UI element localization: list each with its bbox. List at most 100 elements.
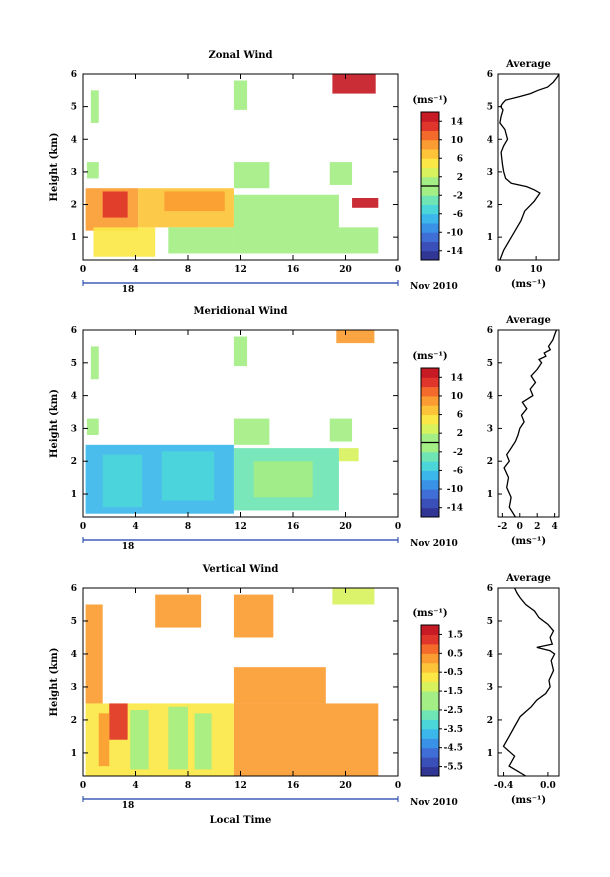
colorbar-tick-label: -0.5 — [444, 668, 463, 678]
heatmap-cell — [93, 227, 156, 257]
heatmap-cell — [102, 454, 143, 508]
colorbar-tick-label: -10 — [447, 485, 463, 495]
heatmap-cell — [130, 710, 149, 770]
heatmap-cell — [332, 74, 376, 94]
colorbar-tick-label: 10 — [450, 392, 463, 402]
heatmap-cell — [233, 194, 339, 254]
average-y-tick-label: 6 — [487, 584, 493, 594]
y-axis-label: Height (km) — [49, 648, 60, 717]
colorbar-swatch — [421, 643, 439, 654]
average-y-tick-label: 4 — [487, 392, 493, 402]
heatmap-cell — [168, 706, 188, 770]
colorbar-swatch — [421, 149, 439, 159]
y-tick-label: 5 — [71, 617, 77, 627]
y-axis-label: Height (km) — [49, 389, 60, 458]
colorbar-tick-label: 10 — [450, 136, 463, 146]
average-frame — [497, 587, 560, 777]
colorbar-swatch — [421, 368, 439, 378]
average-profile-line — [499, 73, 560, 261]
colorbar-swatch — [421, 186, 439, 196]
colorbar-tick-label: -14 — [447, 504, 463, 514]
average-y-tick-label: 4 — [487, 135, 493, 145]
colorbar-tick-label: -3.5 — [444, 725, 463, 735]
colorbar-label: (ms⁻¹) — [412, 351, 447, 362]
average-x-tick-label: -2 — [497, 522, 507, 532]
heatmap-cells — [85, 588, 379, 776]
colorbar-swatch — [421, 223, 439, 233]
heatmap-cell — [233, 80, 248, 110]
average-y-tick-label: 2 — [487, 201, 493, 211]
average-title: Average — [505, 59, 551, 70]
heatmap-cell — [336, 330, 375, 344]
x-tick-label: 20 — [339, 781, 352, 791]
panel-title: Vertical Wind — [202, 564, 279, 575]
average-x-axis-label: (ms⁻¹) — [511, 536, 546, 547]
colorbar-swatch — [421, 176, 439, 187]
heatmap-cells — [85, 330, 375, 514]
colorbar-tick-label: 2 — [457, 173, 463, 183]
average-profile-line — [503, 329, 558, 518]
colorbar-swatch — [421, 700, 439, 711]
colorbar-swatch — [421, 766, 439, 777]
x-tick-label: 4 — [132, 781, 138, 791]
average-y-tick-label: 2 — [487, 457, 493, 467]
y-tick-label: 3 — [71, 683, 77, 693]
colorbar-tick-label: -6 — [453, 466, 463, 476]
x-tick-label: 8 — [185, 522, 191, 532]
average-y-tick-label: 1 — [487, 749, 493, 759]
colorbar-swatch — [421, 241, 439, 252]
colorbar-swatch — [421, 709, 439, 720]
colorbar-swatch — [421, 672, 439, 683]
colorbar-swatch — [421, 414, 439, 425]
colorbar-swatch — [421, 158, 439, 168]
average-x-tick-label: 10 — [530, 265, 543, 275]
colorbar-tick-label: -2 — [453, 448, 463, 458]
x-tick-label: 20 — [339, 265, 352, 275]
y-tick-label: 3 — [71, 168, 77, 178]
x-tick-label: 4 — [132, 265, 138, 275]
x-tick-label: 0 — [80, 522, 86, 532]
colorbar-swatch — [421, 625, 439, 635]
colorbar-tick-label: -2 — [453, 191, 463, 201]
colorbar-swatch — [421, 204, 439, 215]
y-tick-label: 3 — [71, 424, 77, 434]
heatmap-cell — [102, 191, 128, 218]
x-tick-label: 0 — [395, 265, 401, 275]
colorbar-swatch — [421, 377, 439, 388]
heatmap-cell — [329, 418, 353, 442]
y-axis-label: Height (km) — [49, 133, 60, 202]
x-tick-label: 0 — [395, 522, 401, 532]
average-frame — [497, 329, 560, 518]
colorbar-swatch — [421, 232, 439, 242]
average-y-tick-label: 2 — [487, 716, 493, 726]
colorbar-frame — [420, 624, 440, 777]
y-tick-label: 4 — [71, 392, 77, 402]
average-y-tick-label: 4 — [487, 650, 493, 660]
colorbar-swatch — [421, 433, 439, 443]
x-tick-label: 0 — [395, 781, 401, 791]
x-tick-label: 8 — [185, 265, 191, 275]
colorbar-swatch — [421, 121, 439, 131]
heatmap-cells — [85, 74, 379, 257]
average-x-tick-label: 4 — [552, 522, 558, 532]
day-label: 18 — [122, 801, 135, 811]
average-title: Average — [505, 315, 551, 326]
average-y-tick-label: 3 — [487, 424, 493, 434]
heatmap-cell — [164, 191, 225, 212]
colorbar-swatch — [421, 662, 439, 673]
x-tick-label: 16 — [287, 265, 300, 275]
y-tick-label: 4 — [71, 650, 77, 660]
heatmap-cell — [338, 448, 359, 462]
colorbar-tick-label: -6 — [453, 210, 463, 220]
colorbar-tick-label: -1.5 — [444, 687, 463, 697]
colorbar-tick-label: 6 — [457, 411, 463, 421]
date-label: Nov 2010 — [410, 798, 458, 808]
x-tick-label: 16 — [287, 522, 300, 532]
colorbar-tick-label: 14 — [450, 117, 463, 127]
y-tick-label: 4 — [71, 135, 77, 145]
average-x-axis-label: (ms⁻¹) — [511, 279, 546, 290]
colorbar-tick-label: -5.5 — [444, 763, 463, 773]
colorbar-swatch — [421, 653, 439, 664]
average-frame — [497, 73, 560, 261]
colorbar-swatch — [421, 195, 439, 205]
